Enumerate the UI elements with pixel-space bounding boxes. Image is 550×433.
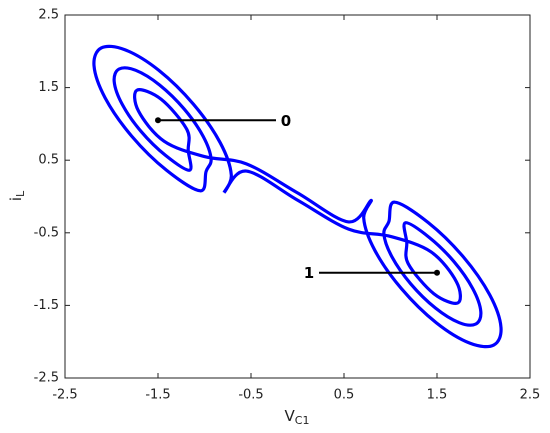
annotation-point bbox=[434, 269, 440, 276]
x-axis-label: VC1 bbox=[285, 407, 310, 428]
x-label-sub: C1 bbox=[295, 414, 310, 427]
annotation-label: 0 bbox=[281, 112, 291, 130]
y-tick-label: -1.5 bbox=[34, 298, 59, 313]
y-tick-label: -2.5 bbox=[34, 371, 59, 386]
y-tick-label: 2.5 bbox=[38, 8, 59, 23]
y-tick-label: 1.5 bbox=[38, 80, 59, 95]
x-tick-label: -2.5 bbox=[52, 388, 77, 403]
x-tick-label: 1.5 bbox=[427, 388, 448, 403]
x-label-main: V bbox=[285, 407, 296, 425]
y-tick-label: 0.5 bbox=[38, 153, 59, 168]
plot-frame bbox=[64, 14, 531, 379]
x-tick-label: -1.5 bbox=[145, 388, 170, 403]
x-tick-label: 2.5 bbox=[520, 388, 541, 403]
annotation-point bbox=[155, 117, 161, 124]
annotation-label: 1 bbox=[304, 264, 314, 282]
y-label-sub: L bbox=[14, 190, 27, 197]
y-axis-label: iL bbox=[7, 190, 28, 201]
y-tick-label: -0.5 bbox=[34, 225, 59, 240]
x-tick-label: -0.5 bbox=[238, 388, 263, 403]
trajectory bbox=[92, 44, 503, 349]
y-label-main: i bbox=[7, 197, 25, 201]
x-tick-label: 0.5 bbox=[334, 388, 355, 403]
